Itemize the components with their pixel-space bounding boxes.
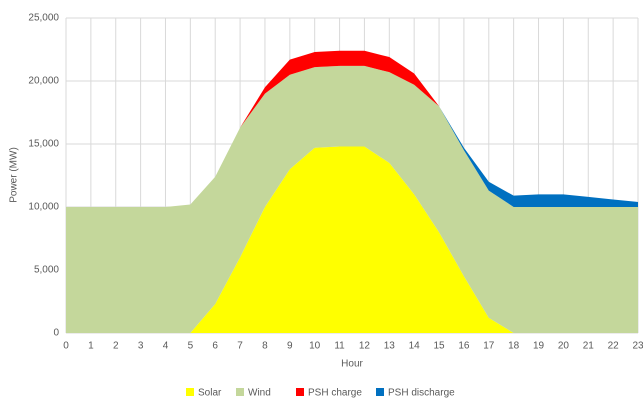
x-tick-label: 10	[309, 341, 321, 352]
y-tick-label: 25,000	[28, 13, 59, 24]
y-tick-label: 15,000	[28, 139, 59, 150]
y-tick-label: 20,000	[28, 76, 59, 87]
legend-label: Wind	[248, 388, 271, 399]
x-tick-label: 21	[583, 341, 595, 352]
x-tick-label: 20	[558, 341, 570, 352]
x-tick-label: 3	[138, 341, 144, 352]
legend-label: Solar	[198, 388, 222, 399]
x-tick-label: 5	[188, 341, 194, 352]
x-tick-label: 22	[608, 341, 620, 352]
area	[66, 146, 638, 333]
x-tick-label: 9	[287, 341, 293, 352]
legend-swatch	[296, 388, 304, 396]
y-tick-label: 5,000	[34, 265, 59, 276]
x-tick-label: 18	[508, 341, 520, 352]
y-tick-label: 10,000	[28, 202, 59, 213]
legend-label: PSH discharge	[388, 388, 455, 399]
x-tick-label: 4	[163, 341, 169, 352]
x-tick-label: 7	[237, 341, 243, 352]
legend-swatch	[376, 388, 384, 396]
x-tick-label: 16	[458, 341, 470, 352]
x-tick-label: 12	[359, 341, 371, 352]
x-tick-label: 19	[533, 341, 545, 352]
x-tick-label: 15	[433, 341, 445, 352]
x-tick-label: 23	[632, 341, 643, 352]
x-tick-label: 17	[483, 341, 495, 352]
x-tick-label: 11	[334, 341, 345, 352]
y-tick-label: 0	[53, 328, 59, 339]
legend-label: PSH charge	[308, 388, 362, 399]
legend-swatch	[236, 388, 244, 396]
x-axis-label: Hour	[341, 359, 363, 370]
area	[66, 65, 638, 333]
x-tick-label: 6	[212, 341, 218, 352]
x-tick-label: 0	[63, 341, 69, 352]
x-tick-label: 8	[262, 341, 268, 352]
legend-swatch	[186, 388, 194, 396]
y-axis-label: Power (MW)	[9, 147, 20, 203]
x-tick-label: 13	[384, 341, 396, 352]
x-tick-label: 1	[88, 341, 94, 352]
x-tick-label: 2	[113, 341, 119, 352]
x-tick-label: 14	[409, 341, 421, 352]
